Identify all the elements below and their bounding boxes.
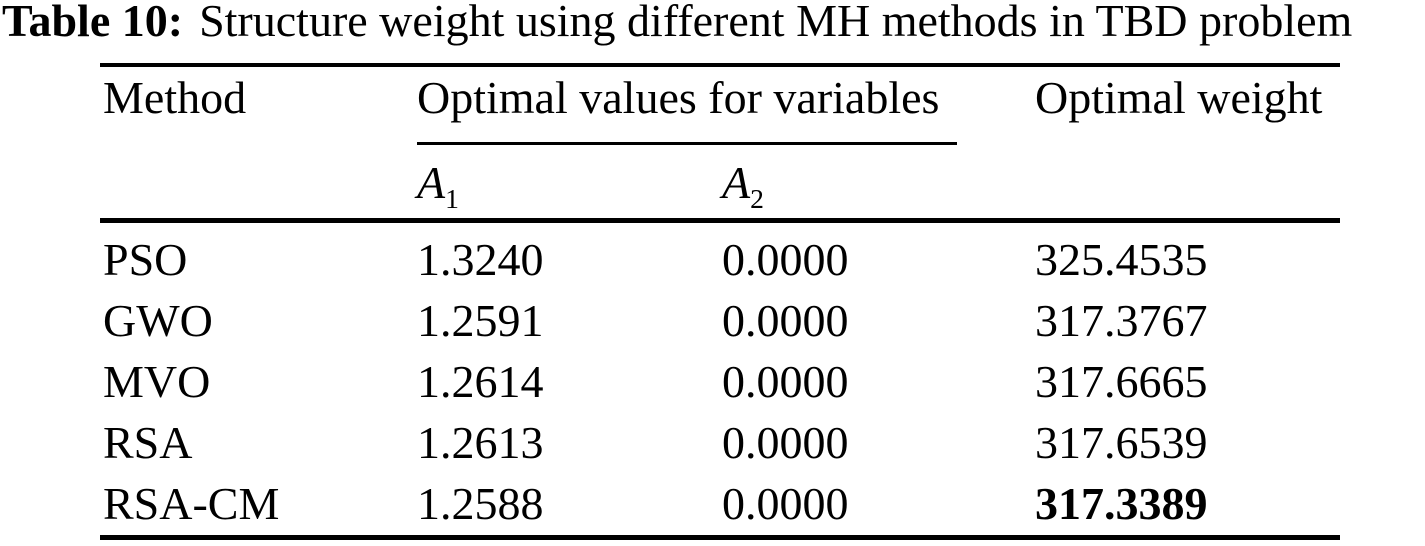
column-header-variable-a1: A1 (417, 157, 459, 213)
table-header-row: Method Optimal values for variables Opti… (100, 73, 1340, 125)
variable-a1-subscript: 1 (445, 183, 459, 215)
table-caption-number: Table 10: (2, 0, 184, 46)
cell-a2-value: 0.0000 (722, 234, 849, 285)
cell-method: MVO (103, 356, 211, 407)
cell-a1-value: 1.2614 (417, 356, 544, 407)
cell-method: RSA-CM (103, 478, 280, 529)
column-header-optimal-values-group: Optimal values for variables (417, 72, 940, 123)
table-caption: Table 10: Structure weight using differen… (2, 0, 1352, 46)
group-header-underline-rule (417, 142, 957, 145)
variable-a2-subscript: 2 (750, 183, 764, 215)
table-subheader-row: A1 A2 (100, 157, 1340, 213)
cell-method: PSO (103, 234, 188, 285)
cell-a1-value: 1.2588 (417, 478, 544, 529)
table-header-body-rule (100, 218, 1340, 223)
variable-a2-symbol: A (722, 157, 751, 208)
cell-a2-value: 0.0000 (722, 356, 849, 407)
table-top-rule (100, 63, 1340, 67)
column-header-optimal-weight: Optimal weight (1035, 72, 1323, 123)
table-bottom-rule (100, 535, 1340, 540)
table-row: PSO 1.3240 0.0000 325.4535 (100, 235, 1340, 287)
variable-a1-symbol: A (417, 157, 446, 208)
column-header-variable-a2: A2 (722, 157, 764, 213)
cell-weight-value-best: 317.3389 (1035, 478, 1208, 529)
cell-weight-value: 317.3767 (1035, 295, 1208, 346)
cell-a1-value: 1.2613 (417, 417, 544, 468)
table-row: RSA-CM 1.2588 0.0000 317.3389 (100, 479, 1340, 531)
data-table: Method Optimal values for variables Opti… (100, 63, 1340, 541)
cell-weight-value: 325.4535 (1035, 234, 1208, 285)
cell-weight-value: 317.6539 (1035, 417, 1208, 468)
cell-weight-value: 317.6665 (1035, 356, 1208, 407)
cell-method: RSA (103, 417, 193, 468)
table-row: GWO 1.2591 0.0000 317.3767 (100, 296, 1340, 348)
table-row: RSA 1.2613 0.0000 317.6539 (100, 418, 1340, 470)
cell-a1-value: 1.2591 (417, 295, 544, 346)
cell-a2-value: 0.0000 (722, 417, 849, 468)
column-header-method: Method (103, 72, 247, 123)
cell-method: GWO (103, 295, 213, 346)
table-caption-text: Structure weight using different MH meth… (199, 0, 1353, 46)
cell-a2-value: 0.0000 (722, 295, 849, 346)
table-row: MVO 1.2614 0.0000 317.6665 (100, 357, 1340, 409)
cell-a2-value: 0.0000 (722, 478, 849, 529)
cell-a1-value: 1.3240 (417, 234, 544, 285)
